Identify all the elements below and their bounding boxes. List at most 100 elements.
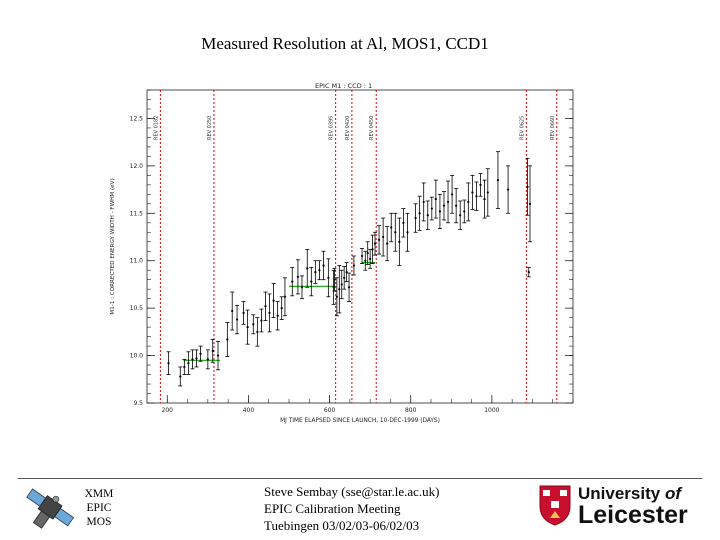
data-point bbox=[211, 349, 214, 352]
data-point bbox=[291, 280, 294, 283]
data-point bbox=[268, 311, 271, 314]
data-point bbox=[446, 200, 450, 204]
xmm-satellite-icon bbox=[26, 488, 75, 529]
data-point bbox=[191, 358, 194, 361]
university-logo: University of Leicester bbox=[538, 484, 708, 532]
presenter-line: Tuebingen 03/02/03-06/02/03 bbox=[264, 518, 420, 533]
data-point bbox=[206, 358, 209, 361]
data-point bbox=[333, 278, 336, 281]
x-tick-label: 1000 bbox=[484, 407, 499, 414]
data-point bbox=[398, 240, 401, 243]
plot-border bbox=[146, 89, 574, 404]
y-tick-label: 12.0 bbox=[130, 163, 144, 170]
presenter-line: Steve Sembay (sse@star.le.ac.uk) bbox=[264, 484, 440, 499]
data-point bbox=[463, 210, 466, 213]
data-point bbox=[382, 235, 385, 239]
slide-title: Measured Resolution at Al, MOS1, CCD1 bbox=[201, 34, 489, 53]
revolution-label: REV 0450 bbox=[369, 116, 375, 140]
data-point bbox=[426, 214, 429, 217]
data-point bbox=[475, 195, 478, 198]
y-axis-label: M1-1 : CORRECTED ENERGY WIDTH - FWHM (eV… bbox=[110, 178, 116, 314]
data-point bbox=[272, 299, 275, 302]
y-tick-label: 11.0 bbox=[130, 258, 144, 265]
data-point bbox=[442, 204, 446, 207]
data-point bbox=[467, 200, 470, 204]
revolution-label: REV 0420 bbox=[345, 116, 351, 140]
data-point bbox=[264, 305, 267, 308]
data-point bbox=[526, 185, 529, 188]
presenter-info: Steve Sembay (sse@star.le.ac.uk) EPIC Ca… bbox=[264, 483, 440, 534]
mission-label: XMM EPIC MOS bbox=[84, 487, 114, 529]
data-point bbox=[322, 264, 325, 267]
data-point bbox=[335, 295, 338, 298]
mission-line: MOS bbox=[86, 516, 112, 528]
data-point bbox=[496, 179, 500, 182]
data-point bbox=[340, 283, 343, 286]
data-point bbox=[187, 362, 190, 365]
data-point bbox=[430, 207, 433, 210]
data-point bbox=[216, 354, 220, 357]
data-point bbox=[327, 276, 330, 279]
data-point bbox=[226, 338, 229, 341]
university-crest-icon bbox=[539, 485, 571, 526]
data-point bbox=[394, 231, 397, 234]
data-point bbox=[256, 330, 259, 333]
x-tick-label: 800 bbox=[405, 407, 417, 414]
data-point bbox=[252, 323, 255, 326]
data-point bbox=[199, 352, 202, 355]
data-point bbox=[390, 226, 393, 229]
y-tick-label: 10.0 bbox=[130, 353, 144, 360]
data-point bbox=[414, 216, 417, 220]
x-tick-label: 400 bbox=[243, 407, 255, 414]
data-point bbox=[179, 375, 182, 378]
data-point bbox=[527, 271, 530, 274]
data-point bbox=[455, 204, 458, 207]
data-point bbox=[371, 248, 374, 251]
data-point bbox=[386, 242, 389, 245]
x-tick-label: 600 bbox=[324, 407, 336, 414]
y-tick-label: 11.5 bbox=[130, 210, 144, 217]
university-name-line2: Leicester bbox=[578, 501, 688, 529]
data-point bbox=[486, 191, 489, 194]
data-point bbox=[483, 197, 486, 201]
data-point bbox=[373, 242, 377, 245]
revolution-lines: REV 0182 REV 0250 REV 0395 REV 0420 REV 0450… bbox=[153, 90, 558, 403]
data-point bbox=[195, 357, 198, 360]
data-point bbox=[183, 365, 186, 369]
data-point bbox=[402, 221, 405, 224]
revolution-label: REV 0625 bbox=[519, 116, 525, 140]
data-point bbox=[283, 295, 287, 298]
data-point bbox=[479, 183, 482, 186]
data-point bbox=[235, 318, 239, 321]
axis-ticks bbox=[147, 89, 574, 404]
data-point bbox=[352, 264, 356, 267]
data-point bbox=[280, 307, 283, 310]
data-point bbox=[260, 319, 263, 322]
data-point bbox=[347, 286, 351, 289]
revolution-label: REV 0182 bbox=[153, 116, 159, 140]
footer-divider bbox=[18, 478, 702, 479]
data-point bbox=[364, 259, 367, 262]
data-point bbox=[314, 271, 317, 274]
revolution-label: REV 0660 bbox=[550, 116, 556, 140]
data-point bbox=[343, 276, 346, 279]
data-point bbox=[338, 288, 341, 291]
data-point bbox=[231, 309, 234, 313]
data-point bbox=[422, 200, 425, 204]
revolution-label: REV 0250 bbox=[207, 116, 213, 140]
y-tick-label: 9.5 bbox=[133, 400, 143, 407]
presenter-line: EPIC Calibration Meeting bbox=[264, 501, 401, 516]
data-point bbox=[377, 238, 381, 241]
resolution-chart: REV 0182 REV 0250 REV 0395 REV 0420 REV 0450… bbox=[110, 82, 574, 424]
university-name-line1: University of bbox=[578, 484, 681, 503]
data-point bbox=[438, 210, 442, 213]
x-tick-label: 200 bbox=[162, 407, 174, 414]
data-point bbox=[459, 214, 462, 217]
data-point bbox=[471, 191, 474, 194]
data-point bbox=[276, 314, 279, 317]
data-point bbox=[369, 257, 372, 260]
data-point bbox=[506, 188, 510, 191]
data-point bbox=[246, 326, 249, 329]
data-point bbox=[296, 275, 300, 278]
revolution-label: REV 0395 bbox=[329, 116, 335, 140]
